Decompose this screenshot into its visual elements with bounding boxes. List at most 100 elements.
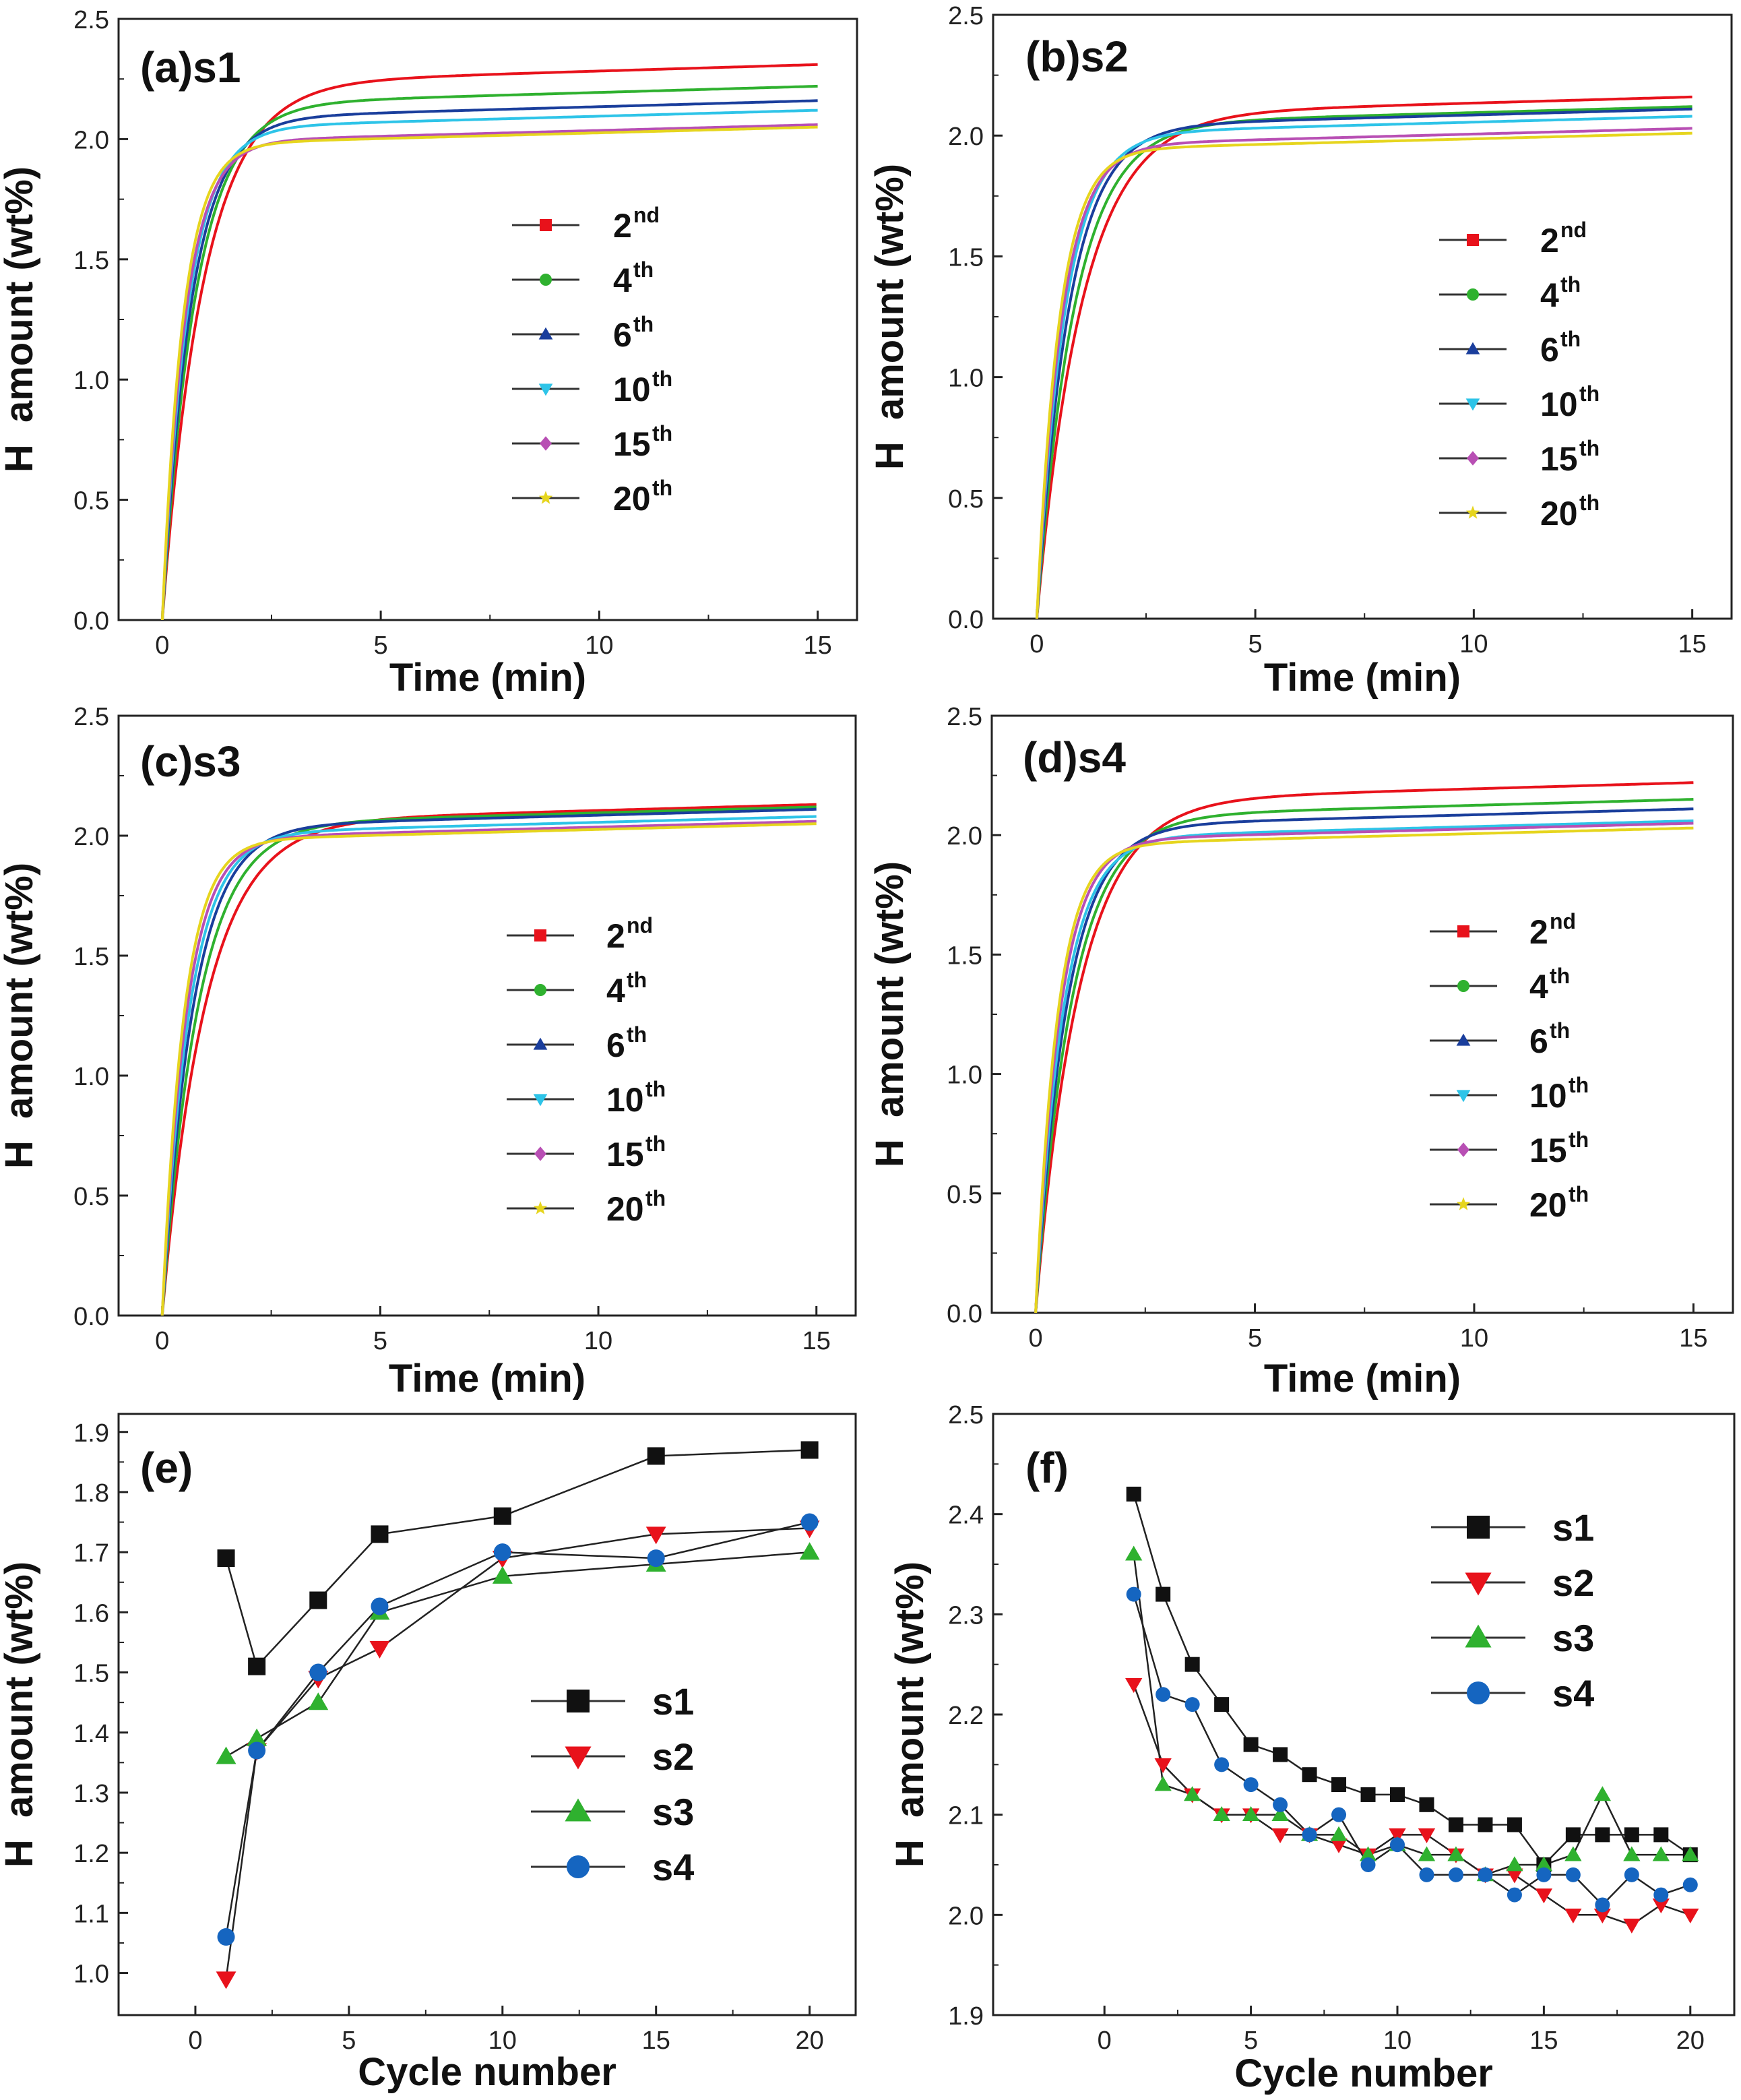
legend-label: s3: [1552, 1617, 1594, 1659]
data-point-s4: [1478, 1867, 1493, 1882]
legend-label: 20: [606, 1190, 644, 1228]
legend-label: 2: [1529, 913, 1548, 951]
legend-marker-20th: [1465, 505, 1480, 519]
data-point-s4: [1682, 1877, 1698, 1892]
series-line-2nd: [1034, 781, 1694, 1313]
panel-6: 1.9 2.0 2.1 2.2 2.3 2.4 2.5 0 5 10 15 20 Cycle numbe…: [888, 1401, 1736, 2095]
legend-label: 2: [1540, 222, 1559, 259]
data-point-s2: [1564, 1908, 1582, 1923]
y-tick-label: 2.5: [947, 703, 982, 731]
data-point-s1: [1448, 1817, 1463, 1832]
legend-marker-4th: [534, 984, 546, 996]
y-tick-label: 2.5: [948, 2, 984, 30]
x-tick-label: 10: [585, 631, 613, 660]
panel-4: 0.0 0.5 1.0 1.5 2.0 2.5 0 5 10 15 Time (min) H amou…: [868, 703, 1734, 1400]
y-tick-label: 1.3: [73, 1780, 109, 1808]
series-line-15th: [160, 820, 817, 1316]
legend-label-sup: nd: [1560, 218, 1587, 242]
x-tick-label: 15: [1679, 1324, 1707, 1353]
data-point-s1: [1126, 1486, 1141, 1502]
legend-label: 4: [1540, 276, 1559, 314]
data-point-s4: [1536, 1867, 1552, 1882]
legend-marker-s4: [1467, 1681, 1490, 1704]
data-point-s1: [217, 1549, 235, 1568]
legend-label: 20: [613, 480, 651, 518]
series-line-20th: [1035, 131, 1692, 619]
legend-label-sup: th: [645, 1077, 666, 1101]
series-line-6th: [160, 99, 818, 620]
data-point-s3: [1418, 1846, 1436, 1861]
series-line-15th: [1034, 822, 1694, 1313]
data-point-s2: [216, 1971, 236, 1989]
data-point-s2: [1506, 1868, 1523, 1884]
y-tick-label: 2.1: [948, 1802, 984, 1830]
data-point-s3: [1330, 1826, 1348, 1841]
data-point-s3: [1242, 1806, 1260, 1822]
legend-label: 15: [606, 1136, 644, 1173]
data-point-s2: [1389, 1828, 1406, 1844]
legend-label: s1: [652, 1680, 694, 1723]
y-tick-label: 0.0: [73, 1303, 109, 1331]
legend-label-sup: th: [627, 968, 647, 992]
legend-label-sup: nd: [633, 203, 660, 227]
legend-label: 6: [613, 316, 632, 354]
data-point-s4: [1419, 1867, 1434, 1882]
x-tick-label: 0: [1098, 2027, 1112, 2055]
series-line-15th: [1035, 127, 1692, 619]
legend-label-sup: th: [1569, 1128, 1589, 1152]
legend-marker-15th: [1467, 451, 1479, 466]
legend-marker-10th: [1456, 1090, 1471, 1103]
data-point-s4: [1595, 1897, 1610, 1913]
legend-marker-20th: [533, 1201, 548, 1214]
x-tick-label: 0: [188, 2027, 202, 2055]
y-tick-label: 2.2: [948, 1702, 984, 1730]
x-axis-title: Time (min): [1264, 1357, 1461, 1400]
y-axis-title: H amount (wt%): [0, 863, 41, 1169]
data-point-s2: [1154, 1758, 1172, 1773]
legend-label-sup: th: [1569, 1182, 1589, 1206]
legend-label: 20: [1540, 495, 1578, 532]
data-point-s4: [493, 1543, 511, 1562]
y-tick-label: 1.5: [73, 247, 109, 275]
panel-2: 0.0 0.5 1.0 1.5 2.0 2.5 0 5 10 15 Time (min) H amou…: [868, 2, 1733, 700]
legend-marker-s3: [1465, 1624, 1492, 1648]
x-tick-label: 15: [802, 1327, 831, 1355]
series-line-s3: [225, 1551, 810, 1758]
y-axis-title: H amount (wt%): [0, 166, 41, 472]
x-axis-title: Cycle number: [358, 2050, 616, 2094]
data-point-s3: [247, 1728, 267, 1746]
y-tick-label: 1.9: [948, 2002, 984, 2031]
legend-label: 15: [1529, 1132, 1567, 1169]
data-point-s1: [1419, 1797, 1434, 1812]
y-tick-label: 2.0: [948, 123, 984, 151]
panel-label: (b)s2: [1025, 32, 1129, 81]
data-point-s1: [1302, 1767, 1317, 1783]
y-tick-label: 1.9: [73, 1419, 109, 1448]
plot-frame: [117, 1413, 857, 2016]
legend-label: 15: [1540, 440, 1578, 478]
data-point-s1: [248, 1657, 266, 1675]
legend-marker-s3: [565, 1798, 592, 1822]
data-point-s4: [1507, 1887, 1522, 1903]
y-tick-label: 2.5: [948, 1401, 984, 1429]
data-point-s1: [647, 1447, 665, 1465]
series-line-s4: [1133, 1594, 1691, 1907]
x-tick-label: 20: [795, 2027, 823, 2055]
series-line-4th: [1035, 105, 1692, 619]
x-tick-label: 0: [155, 631, 169, 660]
legend-marker-6th: [1465, 342, 1480, 354]
legend-marker-s1: [1467, 1516, 1490, 1539]
data-point-s1: [1565, 1827, 1581, 1843]
legend-label: 2: [606, 917, 625, 955]
y-tick-label: 1.8: [73, 1479, 109, 1508]
series-line-2nd: [160, 803, 817, 1316]
y-tick-label: 2.0: [73, 126, 109, 154]
data-point-s3: [1184, 1786, 1201, 1801]
legend-marker-20th: [1456, 1197, 1471, 1210]
panel-3: 0.0 0.5 1.0 1.5 2.0 2.5 0 5 10 15 Time (min) H amou…: [0, 703, 857, 1400]
data-point-s2: [1593, 1908, 1611, 1923]
series-line-10th: [160, 109, 818, 620]
data-point-s3: [1213, 1806, 1230, 1822]
panel-1: 0.0 0.5 1.0 1.5 2.0 2.5 0 5 10 15 Time (min) H amou…: [0, 6, 858, 700]
data-point-s3: [1506, 1856, 1523, 1872]
